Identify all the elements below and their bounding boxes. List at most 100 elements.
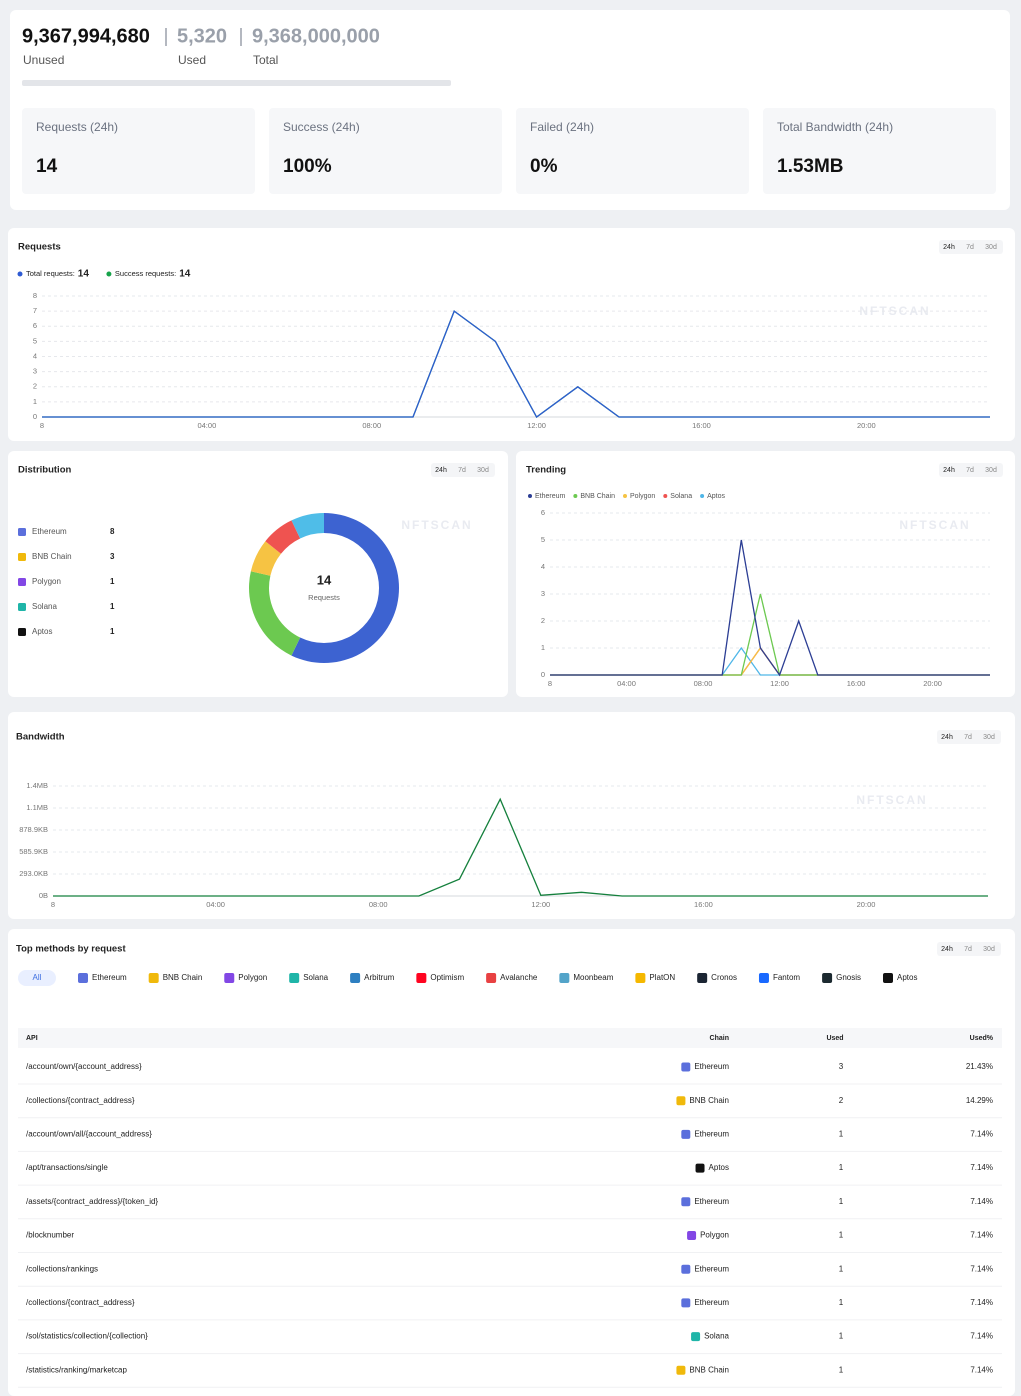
column-header: Used% [970,1035,994,1042]
filter-chip[interactable]: Gnosis [836,973,861,982]
stat-label: Failed (24h) [530,120,594,134]
quota-label: Total [253,53,278,67]
donut-segment [250,541,281,576]
filter-chip[interactable]: Moonbeam [573,973,613,982]
table-cell: /blocknumber [26,1231,74,1240]
filter-chip[interactable]: Cronos [711,973,737,982]
chain-icon [486,973,497,983]
chain-icon [635,973,646,983]
table-cell: /collections/rankings [26,1264,98,1273]
table-cell: /collections/{contract_address} [26,1298,135,1307]
y-tick-label: 1.4MB [26,781,48,790]
stat-card [763,108,996,194]
filter-chip-label[interactable]: All [33,973,42,982]
chain-icon [822,973,833,983]
y-tick-label: 0 [541,670,545,679]
table-cell: 7.14% [970,1231,993,1240]
x-tick-label: 20:00 [857,900,876,909]
range-group [937,942,1001,956]
range-group [937,730,1001,744]
filter-chip[interactable]: Ethereum [92,973,127,982]
stat-label: Success (24h) [283,120,360,134]
filter-chip[interactable]: Solana [303,973,328,982]
x-tick-label: 8 [548,679,552,688]
table-cell: 7.14% [970,1264,993,1273]
range-button-active[interactable]: 24h [941,734,953,741]
donut-segment [265,520,301,554]
y-tick-label: 4 [33,351,37,360]
panel-title: Top methods by request [16,944,126,955]
legend-dot [573,494,578,498]
range-button[interactable]: 7d [458,467,466,474]
chain-icon [224,973,235,983]
legend-value: 14 [179,269,191,280]
range-button[interactable]: 7d [964,946,972,953]
filter-chip[interactable]: BNB Chain [163,973,203,982]
range-button[interactable]: 30d [983,734,995,741]
filter-chip[interactable]: Arbitrum [364,973,395,982]
watermark: NFTSCAN [856,793,927,807]
range-button[interactable]: 30d [983,946,995,953]
panel-title: Requests [18,242,61,253]
x-tick-label: 20:00 [857,421,876,430]
legend-label: Aptos [707,493,725,500]
donut-segment [291,513,324,539]
table-cell: 7.14% [970,1365,993,1374]
y-tick-label: 585.9KB [19,847,48,856]
x-tick-label: 08:00 [369,900,388,909]
range-button[interactable]: 7d [966,467,974,474]
legend-dot [528,494,532,498]
table-cell: /sol/statistics/collection/{collection} [26,1332,148,1341]
chain-icon [18,528,26,536]
table-cell: Ethereum [694,1298,729,1307]
filter-chip[interactable]: Polygon [238,973,267,982]
filter-chip-active[interactable] [18,970,56,986]
legend-label: Ethereum [32,527,67,536]
table-cell: /account/own/all/{account_address} [26,1130,152,1139]
chain-icon [559,973,570,983]
quota-panel [10,10,1010,210]
column-header: API [26,1035,38,1042]
chain-icon [416,973,427,983]
stat-value: 1.53MB [777,156,844,177]
range-button-active[interactable]: 24h [435,467,447,474]
x-tick-label: 16:00 [694,900,713,909]
stat-card [22,108,255,194]
range-button[interactable]: 30d [985,467,997,474]
range-button[interactable]: 7d [964,734,972,741]
y-tick-label: 293.0KB [19,869,48,878]
chain-icon [18,603,26,611]
range-button[interactable]: 7d [966,244,974,251]
chain-icon [289,973,300,983]
range-button-active[interactable]: 24h [943,467,955,474]
legend-label: Success requests: [115,269,176,278]
filter-chip[interactable]: Optimism [430,973,464,982]
table-cell: Aptos [709,1163,729,1172]
x-tick-label: 16:00 [847,679,866,688]
range-button-active[interactable]: 24h [941,946,953,953]
chain-icon [691,1332,701,1342]
range-button[interactable]: 30d [985,244,997,251]
range-button-active[interactable]: 24h [943,244,955,251]
range-button[interactable]: 30d [477,467,489,474]
watermark: NFTSCAN [401,518,472,532]
y-tick-label: 878.9KB [19,825,48,834]
y-tick-label: 8 [33,291,37,300]
table-cell: 7.14% [970,1298,993,1307]
filter-chip[interactable]: Aptos [897,973,917,982]
methods-panel [8,929,1015,1396]
range-group [939,240,1003,254]
panel-title: Trending [526,465,566,476]
x-tick-label: 04:00 [197,421,216,430]
table-cell: 1 [839,1163,844,1172]
chain-icon [681,1197,691,1207]
filter-chip[interactable]: PlatON [649,973,675,982]
stat-value: 100% [283,156,332,177]
filter-chip[interactable]: Avalanche [500,973,538,982]
y-tick-label: 2 [33,382,37,391]
filter-chip[interactable]: Fantom [773,973,800,982]
donut-segment [291,513,400,663]
chain-icon [18,578,26,586]
table-cell: 7.14% [970,1197,993,1206]
